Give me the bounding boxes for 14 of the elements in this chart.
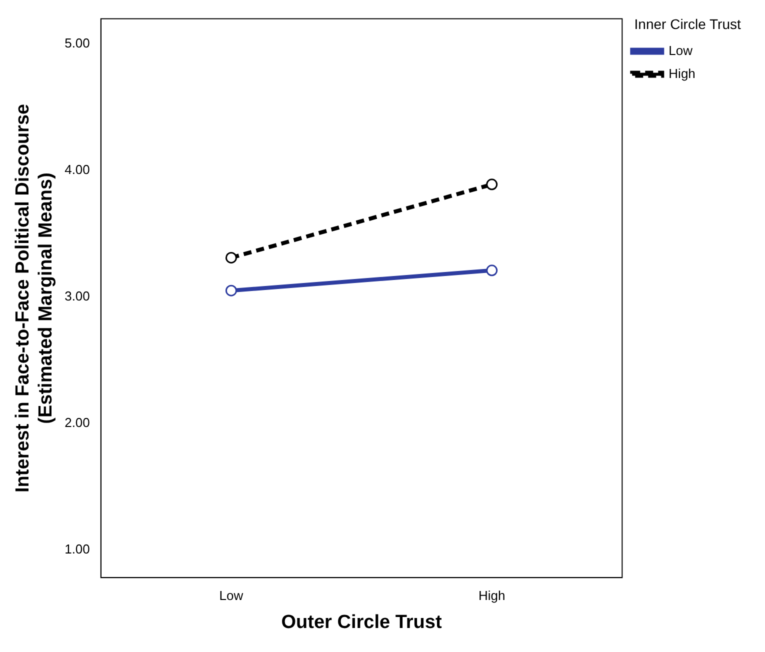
y-tick-label: 2.00 [64,414,90,430]
y-tick-label: 4.00 [64,162,90,178]
y-tick-label: 3.00 [64,288,90,304]
y-tick-label: 1.00 [64,541,90,556]
point [225,284,237,296]
legend-title: Inner Circle Trust [634,16,741,32]
y-tick-label: 5.00 [64,36,90,51]
legend-label: Low [668,42,694,58]
point [225,252,237,264]
point [486,178,498,190]
legend-label: High [668,66,696,81]
point [486,264,498,276]
x-axis-title: Outer Circle Trust [281,612,442,633]
y-axis-title: Interest in Face-to-Face Political Discourse (Estimated Marginal Means) [12,104,56,492]
